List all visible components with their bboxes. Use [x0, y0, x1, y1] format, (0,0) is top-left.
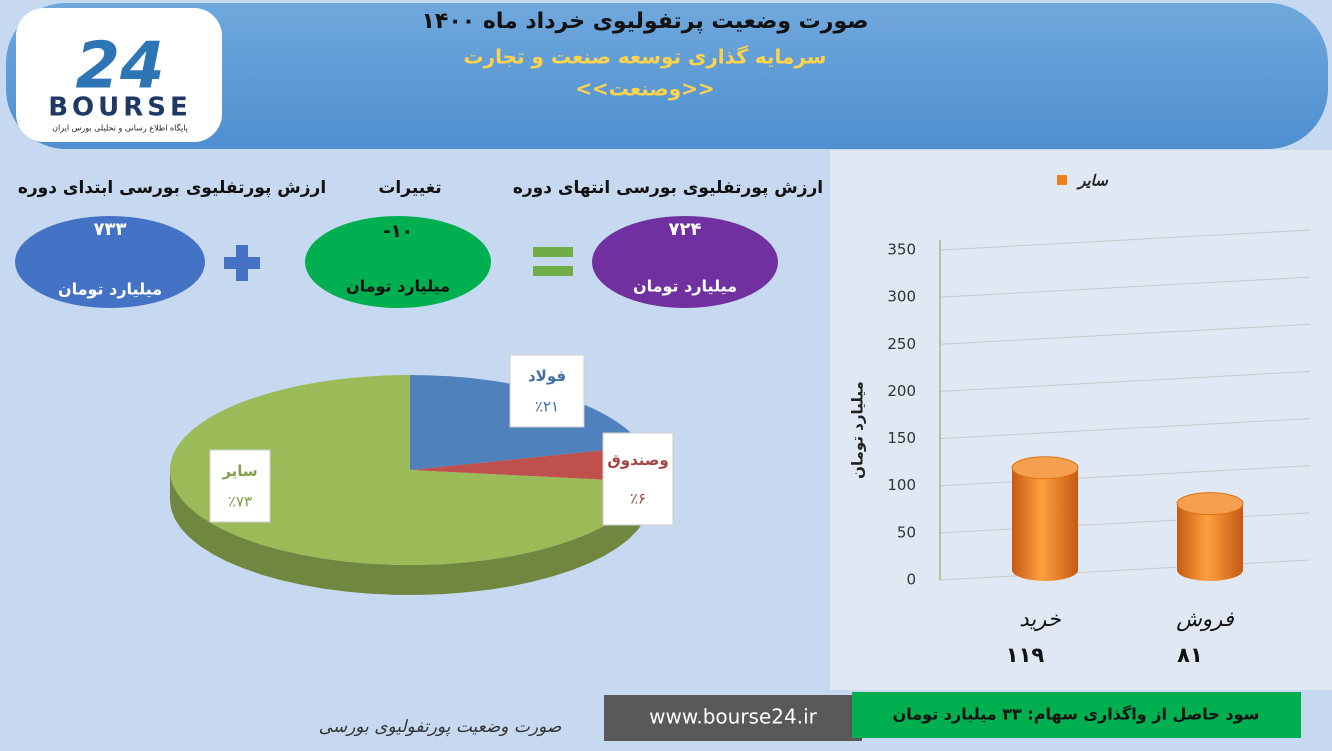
data-label-value: ٪۲۱ — [535, 397, 559, 415]
summary-oval — [305, 216, 491, 308]
grid-line — [939, 229, 1311, 251]
summary-label: ارزش پورتفلیوی بورسی ابتدای دوره — [18, 178, 326, 198]
summary-value: -۱۰ — [383, 221, 412, 242]
data-label-box — [602, 432, 674, 526]
pie-slice — [410, 446, 651, 482]
header-band — [6, 3, 1328, 149]
y-tick-label: 100 — [887, 476, 916, 494]
summary-value: ۷۲۴ — [669, 219, 702, 240]
logo-number: 24 — [75, 30, 164, 104]
data-label-box — [209, 449, 271, 523]
data-label-name: سایر — [221, 462, 257, 480]
bar-top — [1176, 492, 1244, 516]
bar — [1012, 467, 1078, 581]
footer-caption: صورت وضعیت پورتفولیوی بورسی — [319, 717, 562, 737]
data-label-name: وصندوق — [607, 451, 668, 469]
summary-label: ارزش پورتفلیوی بورسی انتهای دوره — [513, 178, 823, 198]
grid-line — [939, 512, 1311, 534]
summary-label: تغییرات — [378, 178, 441, 198]
grid-line — [939, 559, 1311, 581]
note-box — [852, 692, 1301, 738]
symbol: <<وصنعت>> — [575, 77, 714, 101]
title: صورت وضعیت پرتفولیوی خرداد ماه ۱۴۰۰ — [421, 9, 868, 34]
summary-unit: میلیارد تومان — [58, 280, 162, 299]
y-tick-label: 350 — [887, 241, 916, 259]
grid-line — [939, 323, 1311, 345]
legend-swatch — [1057, 175, 1067, 185]
data-label-name: فولاد — [528, 367, 566, 385]
website-box — [604, 695, 862, 741]
pie-slice — [170, 375, 649, 566]
subtitle: سرمایه گذاری توسعه صنعت و تجارت — [464, 45, 827, 69]
plus-sign — [224, 245, 260, 281]
value-label: ۸۱ — [1177, 643, 1203, 667]
summary-unit: میلیارد تومان — [346, 277, 450, 296]
grid-line — [939, 276, 1311, 298]
grid-line — [939, 370, 1311, 392]
logo-tagline: پایگاه اطلاع رسانی و تحلیلی بورس ایران — [52, 123, 188, 133]
value-label: ۱۱۹ — [1006, 643, 1045, 667]
summary-oval — [592, 216, 778, 308]
pie-side — [170, 470, 649, 595]
data-label-box — [509, 354, 585, 428]
y-tick-label: 250 — [887, 335, 916, 353]
y-tick-label: 150 — [887, 429, 916, 447]
legend-label: سایر — [1076, 172, 1109, 190]
y-tick-label: 300 — [887, 288, 916, 306]
equals-sign — [533, 247, 573, 257]
data-label-value: ٪۷۳ — [228, 492, 252, 510]
summary-unit: میلیارد تومان — [633, 277, 737, 296]
bar-panel — [830, 150, 1332, 690]
grid-line — [939, 418, 1311, 440]
logo-name: BOURSE — [48, 93, 192, 123]
x-tick-label: خرید — [1019, 607, 1061, 632]
data-label-value: ٪۶ — [630, 490, 646, 508]
y-tick-label: 50 — [897, 523, 916, 541]
y-axis-label: میلیارد تومان — [849, 381, 867, 479]
footer-note: سود حاصل از واگذاری سهام: ۳۳ میلیارد توم… — [893, 705, 1260, 724]
summary-value: ۷۳۳ — [94, 219, 127, 240]
y-tick-label: 0 — [906, 571, 916, 589]
x-tick-label: فروش — [1176, 607, 1234, 632]
bar-top — [1011, 456, 1079, 480]
equals-sign — [533, 266, 573, 276]
bar — [1177, 503, 1243, 581]
summary-oval — [15, 216, 205, 308]
website[interactable]: www.bourse24.ir — [649, 705, 818, 729]
y-tick-label: 200 — [887, 382, 916, 400]
logo-box — [16, 8, 222, 142]
grid-line — [939, 465, 1311, 487]
